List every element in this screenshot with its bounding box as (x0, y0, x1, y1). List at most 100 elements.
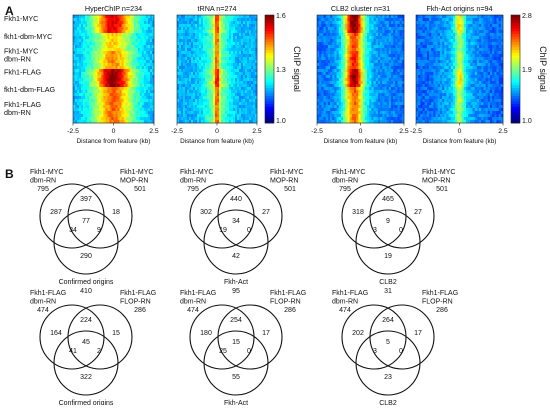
heatmap-cell (237, 54, 239, 57)
heatmap-cell (470, 45, 472, 48)
heatmap-cell (233, 69, 235, 72)
heatmap-cell (363, 99, 365, 102)
heatmap-cell (99, 51, 101, 54)
heatmap-cell (470, 51, 472, 54)
heatmap-cell (134, 102, 136, 105)
heatmap-cell (183, 39, 185, 42)
heatmap-cell (324, 63, 326, 66)
heatmap-cell (233, 111, 235, 114)
heatmap-cell (81, 36, 83, 39)
heatmap-cell (427, 57, 429, 60)
heatmap-cell (83, 66, 85, 69)
heatmap-cell (427, 42, 429, 45)
heatmap-cell (339, 66, 341, 69)
heatmap-cell (343, 18, 345, 21)
heatmap-cell (339, 33, 341, 36)
heatmap-cell (225, 72, 227, 75)
heatmap-cell (75, 60, 77, 63)
heatmap-cell (128, 33, 130, 36)
heatmap-cell (387, 93, 389, 96)
heatmap-cell (319, 39, 321, 42)
heatmap-cell (243, 39, 245, 42)
heatmap-cell (332, 99, 334, 102)
heatmap-cell (205, 63, 207, 66)
heatmap-cell (124, 30, 126, 33)
heatmap-cell (363, 57, 365, 60)
heatmap-cell (440, 18, 442, 21)
heatmap-cell (203, 24, 205, 27)
heatmap-cell (321, 48, 323, 51)
heatmap-cell (350, 15, 352, 18)
x-tick-label: -2.5 (311, 128, 323, 135)
heatmap-cell (330, 96, 332, 99)
heatmap-cell (126, 99, 128, 102)
heatmap-cell (93, 111, 95, 114)
heatmap-cell (384, 111, 386, 114)
heatmap-cell (83, 90, 85, 93)
heatmap-cell (369, 18, 371, 21)
heatmap-cell (193, 102, 195, 105)
heatmap-cell (197, 60, 199, 63)
heatmap-cell (148, 66, 150, 69)
heatmap-cell (101, 108, 103, 111)
heatmap-cell (201, 36, 203, 39)
heatmap-cell (393, 30, 395, 33)
heatmap-cell (189, 48, 191, 51)
heatmap-cell (473, 33, 475, 36)
heatmap-cell (221, 45, 223, 48)
heatmap-cell (118, 21, 120, 24)
heatmap-cell (369, 21, 371, 24)
heatmap-cell (179, 63, 181, 66)
heatmap-cell (334, 105, 336, 108)
heatmap-cell (488, 33, 490, 36)
heatmap-cell (317, 15, 319, 18)
heatmap-cell (199, 21, 201, 24)
heatmap-cell (223, 15, 225, 18)
heatmap-cell (185, 108, 187, 111)
heatmap-cell (444, 18, 446, 21)
heatmap-cell (468, 24, 470, 27)
heatmap-cell (400, 54, 402, 57)
heatmap-cell (243, 24, 245, 27)
heatmap-cell (111, 39, 113, 42)
heatmap-cell (365, 90, 367, 93)
heatmap-cell (247, 45, 249, 48)
heatmap-cell (395, 87, 397, 90)
heatmap-cell (253, 24, 255, 27)
heatmap-cell (97, 33, 99, 36)
heatmap-cell (231, 63, 233, 66)
heatmap-cell (122, 60, 124, 63)
heatmap-cell (183, 99, 185, 102)
heatmap-cell (341, 21, 343, 24)
heatmap-cell (317, 36, 319, 39)
heatmap-cell (395, 69, 397, 72)
heatmap-cell (107, 72, 109, 75)
heatmap-cell (177, 27, 179, 30)
heatmap-cell (114, 114, 116, 117)
heatmap-cell (249, 36, 251, 39)
heatmap-cell (235, 24, 237, 27)
heatmap-cell (111, 90, 113, 93)
heatmap-cell (453, 27, 455, 30)
heatmap-cell (75, 48, 77, 51)
heatmap-cell (356, 39, 358, 42)
heatmap-cell (120, 42, 122, 45)
heatmap-cell (376, 81, 378, 84)
heatmap-cell (376, 48, 378, 51)
heatmap-cell (494, 33, 496, 36)
heatmap-cell (81, 60, 83, 63)
heatmap-cell (319, 45, 321, 48)
heatmap-cell (249, 96, 251, 99)
heatmap-cell (77, 21, 79, 24)
heatmap-cell (457, 57, 459, 60)
heatmap-cell (483, 27, 485, 30)
heatmap-cell (384, 21, 386, 24)
heatmap-cell (332, 75, 334, 78)
heatmap-cell (389, 96, 391, 99)
heatmap-cell (179, 18, 181, 21)
heatmap-cell (235, 54, 237, 57)
heatmap-cell (468, 45, 470, 48)
heatmap-cell (144, 57, 146, 60)
heatmap-cell (97, 54, 99, 57)
heatmap-cell (367, 48, 369, 51)
